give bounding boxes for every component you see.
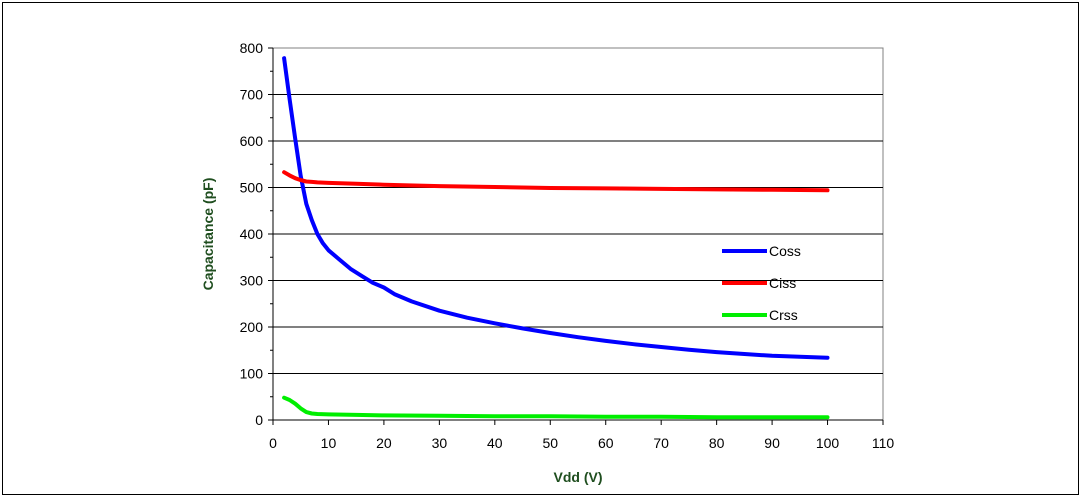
x-tick-label-50: 50 <box>542 435 558 451</box>
x-tick-label-30: 30 <box>432 435 448 451</box>
series-line-ciss <box>282 170 830 193</box>
series-line-coss <box>282 56 830 360</box>
y-tick-label-500: 500 <box>240 180 264 196</box>
x-tick-label-40: 40 <box>487 435 503 451</box>
x-tick-label-110: 110 <box>872 435 895 451</box>
series-line-crss <box>282 395 830 420</box>
y-axis-title: Capacitance (pF) <box>200 178 216 291</box>
x-axis-title: Vdd (V) <box>554 469 603 485</box>
axes: 0 100 200 300 400 500 600 700 800 0 10 20 30 40 50 60 70… <box>240 40 895 451</box>
y-tick-label-0: 0 <box>255 412 263 428</box>
x-tick-label-100: 100 <box>816 435 840 451</box>
legend-label-coss: Coss <box>769 243 801 259</box>
y-tick-label-200: 200 <box>240 319 264 335</box>
y-tick-label-800: 800 <box>240 40 264 56</box>
y-tick-label-400: 400 <box>240 226 264 242</box>
y-tick-label-700: 700 <box>240 87 264 103</box>
x-tick-label-80: 80 <box>709 435 725 451</box>
series-lines <box>282 56 830 420</box>
x-tick-label-20: 20 <box>376 435 392 451</box>
legend-label-ciss: Ciss <box>769 275 796 291</box>
x-tick-label-90: 90 <box>764 435 780 451</box>
x-tick-label-10: 10 <box>321 435 337 451</box>
y-tick-label-100: 100 <box>240 366 264 382</box>
capacitance-chart: 0 100 200 300 400 500 600 700 800 0 10 20 30 40 50 60 70… <box>200 40 895 485</box>
legend-label-crss: Crss <box>769 307 798 323</box>
x-tick-label-60: 60 <box>598 435 614 451</box>
legend: Coss Ciss Crss <box>722 243 801 323</box>
y-tick-label-300: 300 <box>240 273 264 289</box>
x-tick-label-70: 70 <box>653 435 669 451</box>
y-tick-label-600: 600 <box>240 133 264 149</box>
x-tick-label-0: 0 <box>269 435 277 451</box>
